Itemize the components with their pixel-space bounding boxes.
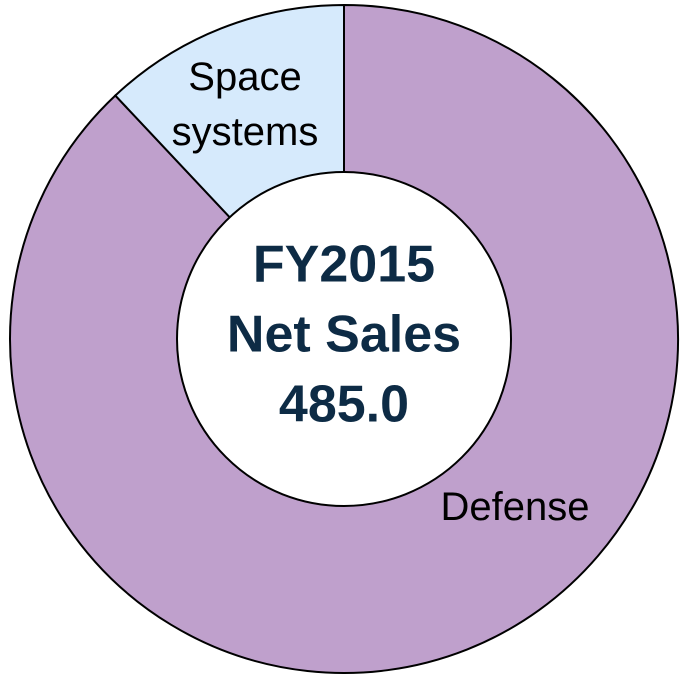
slice-label: Defense — [440, 485, 590, 529]
center-label: FY2015 — [253, 236, 435, 294]
slice-label: Space systems — [171, 55, 319, 154]
donut-hole — [176, 171, 512, 507]
center-label: Net Sales — [227, 306, 461, 364]
center-label: 485.0 — [279, 376, 409, 434]
